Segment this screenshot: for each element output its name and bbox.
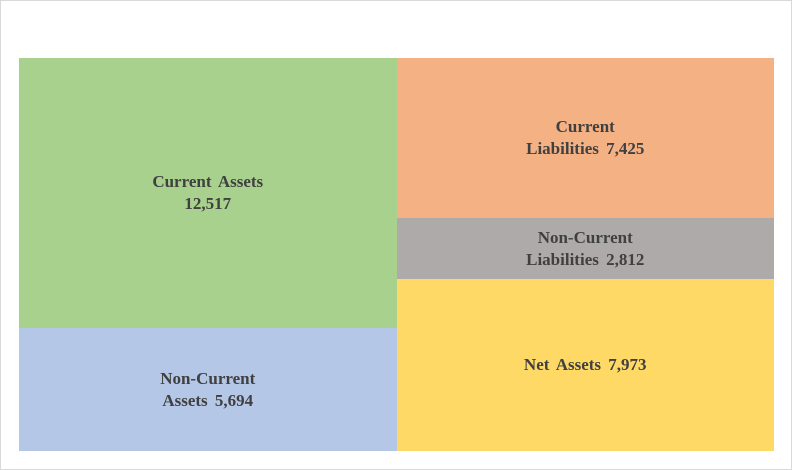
tile-non-current-liabilities: Non-Current Liabilities 2,812 xyxy=(396,218,774,279)
tile-label-line: Liabilities 2,812 xyxy=(526,249,645,269)
tile-label-non-current-assets: Non-Current Assets 5,694 xyxy=(160,368,255,412)
tile-label-current-liabilities: Current Liabilities 7,425 xyxy=(526,116,644,160)
tile-label-line: 12,517 xyxy=(184,194,232,214)
tile-label-line: Net Assets 7,973 xyxy=(523,354,647,374)
tile-net-assets: Net Assets 7,973 xyxy=(396,278,774,451)
tile-current-liabilities: Current Liabilities 7,425 xyxy=(396,58,774,219)
tile-label-line: Current xyxy=(555,117,615,137)
tile-non-current-assets: Non-Current Assets 5,694 xyxy=(19,328,397,451)
tile-label-non-current-liabilities: Non-Current Liabilities 2,812 xyxy=(526,227,644,271)
tile-label-line: Current Assets xyxy=(152,172,264,192)
tile-label-current-assets: Current Assets 12,517 xyxy=(152,171,263,215)
tile-label-net-assets: Net Assets 7,973 xyxy=(524,354,647,376)
tile-label-line: Assets 5,694 xyxy=(162,390,254,410)
tile-current-assets: Current Assets 12,517 xyxy=(19,58,397,329)
tile-label-line: Non-Current xyxy=(160,368,256,388)
tile-label-line: Liabilities 7,425 xyxy=(526,139,645,159)
tile-label-line: Non-Current xyxy=(537,227,633,247)
